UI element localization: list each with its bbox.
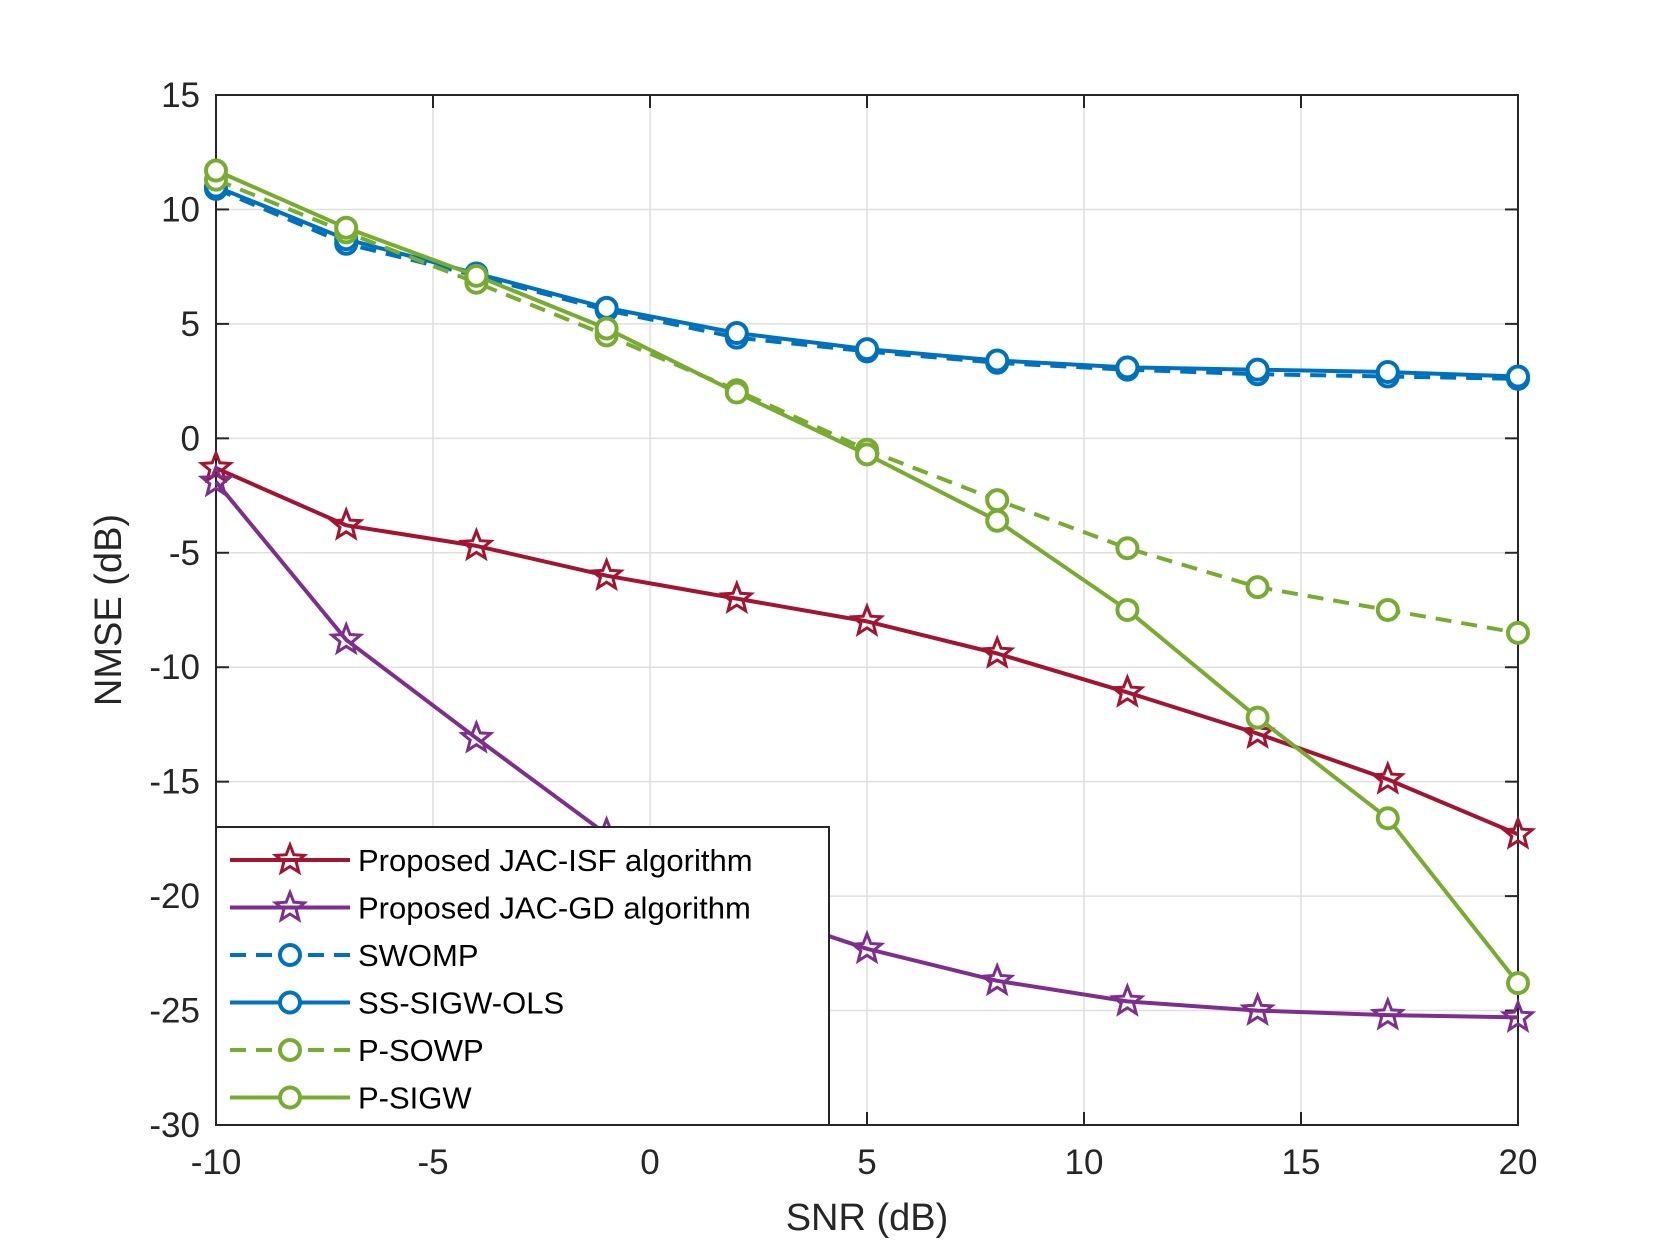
data-point	[327, 620, 365, 656]
data-point	[985, 508, 1010, 533]
series-line	[214, 480, 1519, 1020]
data-point	[464, 263, 489, 288]
data-point	[1499, 998, 1537, 1033]
data-point	[848, 602, 886, 637]
data-point	[1499, 815, 1537, 850]
y-tick-label: 0	[181, 419, 200, 458]
y-tick-label: 5	[181, 305, 200, 344]
data-point	[1375, 806, 1400, 831]
data-point	[724, 321, 749, 346]
data-point	[197, 462, 235, 498]
data-point	[1115, 598, 1140, 622]
data-point	[855, 442, 879, 467]
legend-label: Proposed JAC-ISF algorithm	[358, 843, 753, 878]
axes: -10 -5 0 5 10 15 20 -30 -25 -20 -15 -10 -5 0 5 10 15	[149, 76, 1537, 1182]
data-point	[204, 158, 228, 183]
y-tick-label: -15	[149, 763, 200, 802]
x-tick-label: -10	[191, 1143, 242, 1182]
data-point	[1375, 598, 1400, 622]
legend-item: Proposed JAC-ISF algorithm	[230, 840, 753, 878]
data-point	[1369, 760, 1407, 795]
x-tick-label: 20	[1499, 1143, 1538, 1182]
data-point	[978, 961, 1016, 997]
data-point	[1369, 995, 1407, 1031]
x-tick-label: 0	[640, 1143, 659, 1182]
data-point	[1115, 355, 1140, 380]
y-tick-label: 15	[161, 76, 200, 115]
legend-label: SS-SIGW-OLS	[358, 986, 564, 1021]
data-point	[1506, 620, 1530, 645]
series-proposed-jac-gd-algorithm	[197, 462, 1537, 1033]
data-point	[458, 719, 495, 754]
series-p-sigw	[204, 158, 1530, 996]
data-point	[588, 556, 625, 592]
x-tick-label: -5	[417, 1143, 448, 1182]
legend-label: SWOMP	[358, 938, 479, 973]
legend-item: SWOMP	[230, 938, 479, 973]
x-tick-label: 10	[1065, 1143, 1104, 1182]
series-group	[197, 158, 1537, 1033]
data-point	[594, 295, 619, 320]
data-point	[1506, 364, 1530, 389]
x-axis-label: SNR (dB)	[786, 1197, 949, 1239]
data-point	[1109, 982, 1146, 1017]
legend-box	[215, 826, 830, 1126]
data-point	[855, 337, 879, 362]
y-tick-label: -10	[149, 648, 200, 687]
data-point	[1245, 357, 1270, 382]
data-point	[848, 929, 886, 965]
legend: Proposed JAC-ISF algorithm Proposed JAC-G…	[215, 826, 830, 1126]
legend-marker	[271, 888, 309, 923]
data-point	[594, 316, 619, 341]
y-tick-label: -20	[149, 877, 200, 916]
data-point	[334, 215, 359, 240]
data-point	[718, 579, 756, 615]
data-point	[197, 448, 235, 484]
data-point	[1245, 705, 1270, 730]
data-point	[1109, 673, 1146, 708]
data-point	[1115, 536, 1140, 561]
y-axis-label: NMSE (dB)	[88, 514, 130, 706]
data-point	[327, 506, 365, 541]
x-tick-label: 5	[857, 1143, 876, 1182]
x-tick-label: 15	[1282, 1143, 1321, 1182]
data-point	[978, 634, 1016, 669]
data-point	[458, 526, 495, 562]
legend-item: P-SIGW	[230, 1081, 472, 1116]
y-tick-label: -25	[149, 992, 200, 1031]
y-tick-label: 10	[161, 190, 200, 229]
legend-marker	[271, 840, 309, 876]
data-point	[1245, 575, 1270, 600]
data-point	[724, 380, 749, 405]
legend-item: Proposed JAC-GD algorithm	[230, 888, 751, 926]
data-point	[985, 348, 1010, 373]
legend-marker	[278, 1038, 302, 1062]
data-point	[1506, 971, 1530, 996]
legend-label: P-SOWP	[358, 1033, 484, 1068]
legend-marker	[278, 943, 302, 967]
legend-marker	[278, 990, 302, 1015]
legend-label: Proposed JAC-GD algorithm	[358, 891, 751, 926]
y-tick-label: -30	[149, 1106, 200, 1145]
legend-marker	[278, 1085, 302, 1110]
data-point	[1375, 359, 1400, 384]
data-point	[1239, 714, 1276, 750]
data-point	[1239, 991, 1276, 1027]
legend-item: P-SOWP	[230, 1033, 484, 1068]
y-tick-label: -5	[169, 534, 200, 573]
legend-label: P-SIGW	[358, 1081, 472, 1116]
axes-box	[215, 94, 1519, 1126]
data-point	[985, 488, 1010, 513]
legend-item: SS-SIGW-OLS	[230, 986, 564, 1021]
